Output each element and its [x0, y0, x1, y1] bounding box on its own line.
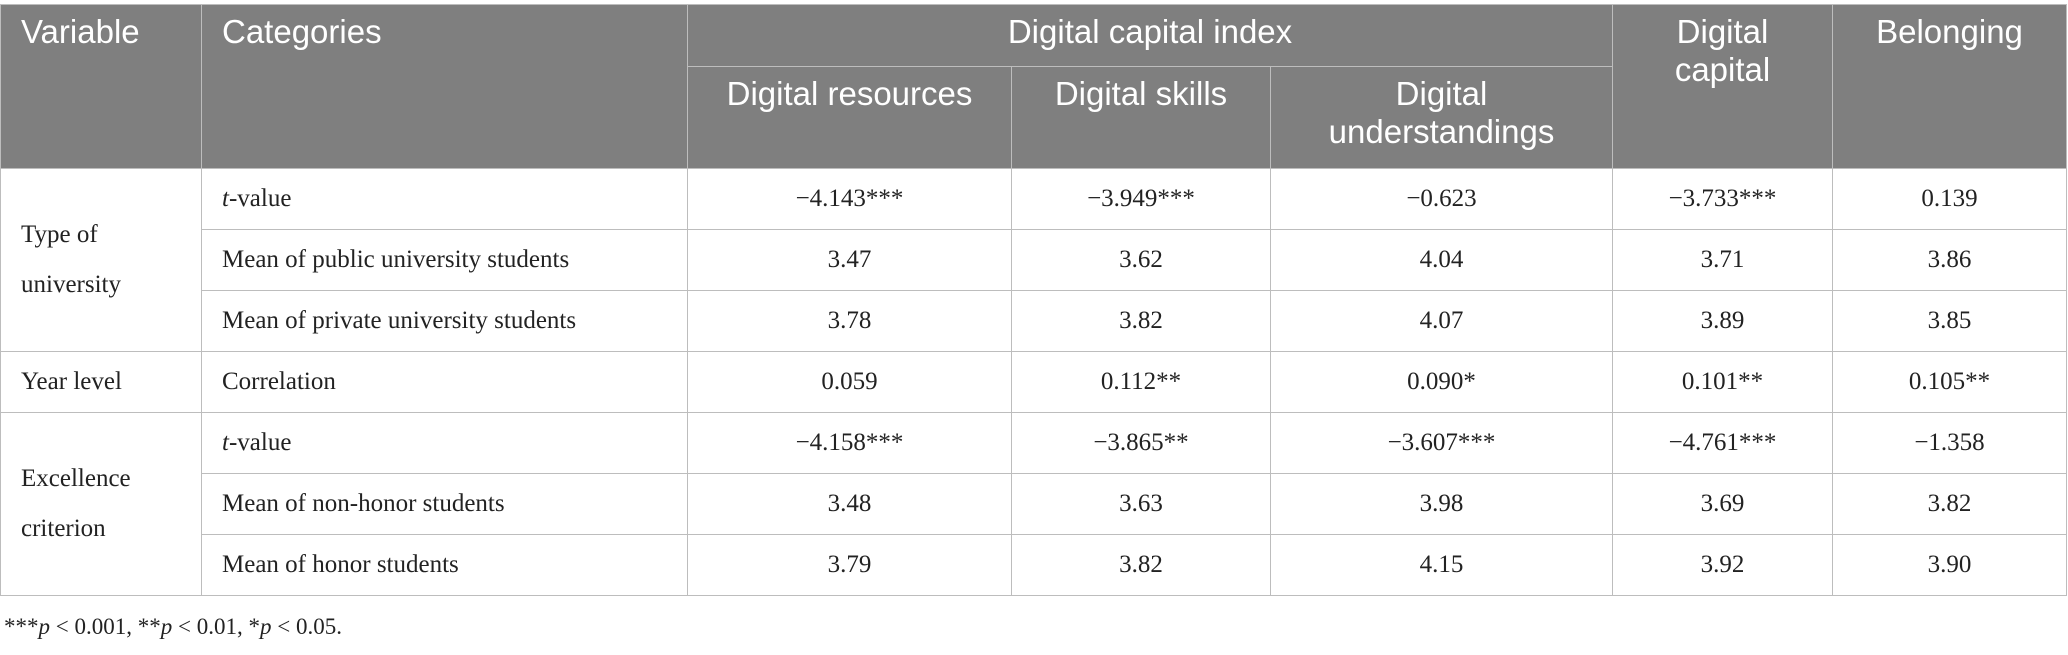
value-cell: 3.47: [687, 229, 1012, 291]
table-row: Mean of private university students 3.78…: [1, 290, 2068, 352]
header-categories: Categories: [201, 4, 688, 169]
category-cell: Mean of public university students: [201, 229, 688, 291]
value-cell: 3.62: [1011, 229, 1271, 291]
header-digital-capital-index: Digital capital index: [686, 4, 1614, 67]
header-digital-capital: Digital capital: [1612, 4, 1834, 169]
value-cell: 3.79: [687, 534, 1012, 596]
table-row: Mean of honor students 3.79 3.82 4.15 3.…: [1, 534, 2068, 596]
value-cell: −3.865**: [1011, 412, 1271, 474]
value-cell: 3.92: [1612, 534, 1834, 596]
variable-cell: Year level: [0, 351, 202, 413]
value-cell: 0.112**: [1011, 351, 1271, 413]
value-cell: 3.85: [1832, 290, 2068, 352]
value-cell: 3.78: [687, 290, 1012, 352]
value-cell: −4.143***: [687, 168, 1012, 230]
value-cell: 0.059: [687, 351, 1012, 413]
variable-cell: Type of university: [0, 168, 202, 352]
category-cell: t-value: [201, 412, 688, 474]
value-cell: −0.623: [1269, 168, 1614, 230]
value-cell: 0.105**: [1832, 351, 2068, 413]
value-cell: 0.090*: [1269, 351, 1614, 413]
table-row: Year level Correlation 0.059 0.112** 0.0…: [0, 351, 2068, 413]
value-cell: 3.48: [687, 473, 1012, 535]
category-cell: Correlation: [201, 351, 688, 413]
value-cell: −3.607***: [1269, 412, 1614, 474]
header-digital-skills: Digital skills: [1011, 66, 1271, 169]
value-cell: 0.139: [1832, 168, 2068, 230]
header-belonging: Belonging: [1832, 4, 2068, 169]
value-cell: 3.98: [1269, 473, 1614, 535]
category-cell: Mean of honor students: [201, 534, 688, 596]
table-row: Excellence criterion t-value −4.158*** −…: [0, 412, 2068, 596]
value-cell: 3.71: [1612, 229, 1834, 291]
table-row: Mean of public university students 3.47 …: [1, 229, 2068, 291]
value-cell: 3.82: [1011, 534, 1271, 596]
value-cell: 3.90: [1832, 534, 2068, 596]
header-variable: Variable: [0, 4, 202, 169]
significance-footnote: ***p < 0.001, **p < 0.01, *p < 0.05.: [4, 614, 342, 639]
value-cell: 4.15: [1269, 534, 1614, 596]
header-digital-resources: Digital resources: [687, 66, 1012, 169]
value-cell: −1.358: [1832, 412, 2068, 474]
category-cell: Mean of non-honor students: [201, 473, 688, 535]
table-row: Type of university t-value −4.143*** −3.…: [0, 168, 2068, 352]
value-cell: −4.158***: [687, 412, 1012, 474]
value-cell: 4.04: [1269, 229, 1614, 291]
value-cell: 3.89: [1612, 290, 1834, 352]
value-cell: 3.82: [1832, 473, 2068, 535]
value-cell: 3.63: [1011, 473, 1271, 535]
value-cell: 3.82: [1011, 290, 1271, 352]
value-cell: 3.86: [1832, 229, 2068, 291]
value-cell: 0.101**: [1612, 351, 1834, 413]
value-cell: −3.733***: [1612, 168, 1834, 230]
value-cell: 4.07: [1269, 290, 1614, 352]
table-row: Mean of non-honor students 3.48 3.63 3.9…: [1, 473, 2068, 535]
variable-cell: Excellence criterion: [0, 412, 202, 596]
results-table: Variable Categories Digital capital inde…: [0, 4, 2068, 596]
table-body: Type of university t-value −4.143*** −3.…: [0, 168, 2068, 596]
category-cell: Mean of private university students: [201, 290, 688, 352]
value-cell: −3.949***: [1011, 168, 1271, 230]
header-digital-understandings: Digital understandings: [1269, 66, 1614, 169]
value-cell: −4.761***: [1612, 412, 1834, 474]
value-cell: 3.69: [1612, 473, 1834, 535]
category-cell: t-value: [201, 168, 688, 230]
